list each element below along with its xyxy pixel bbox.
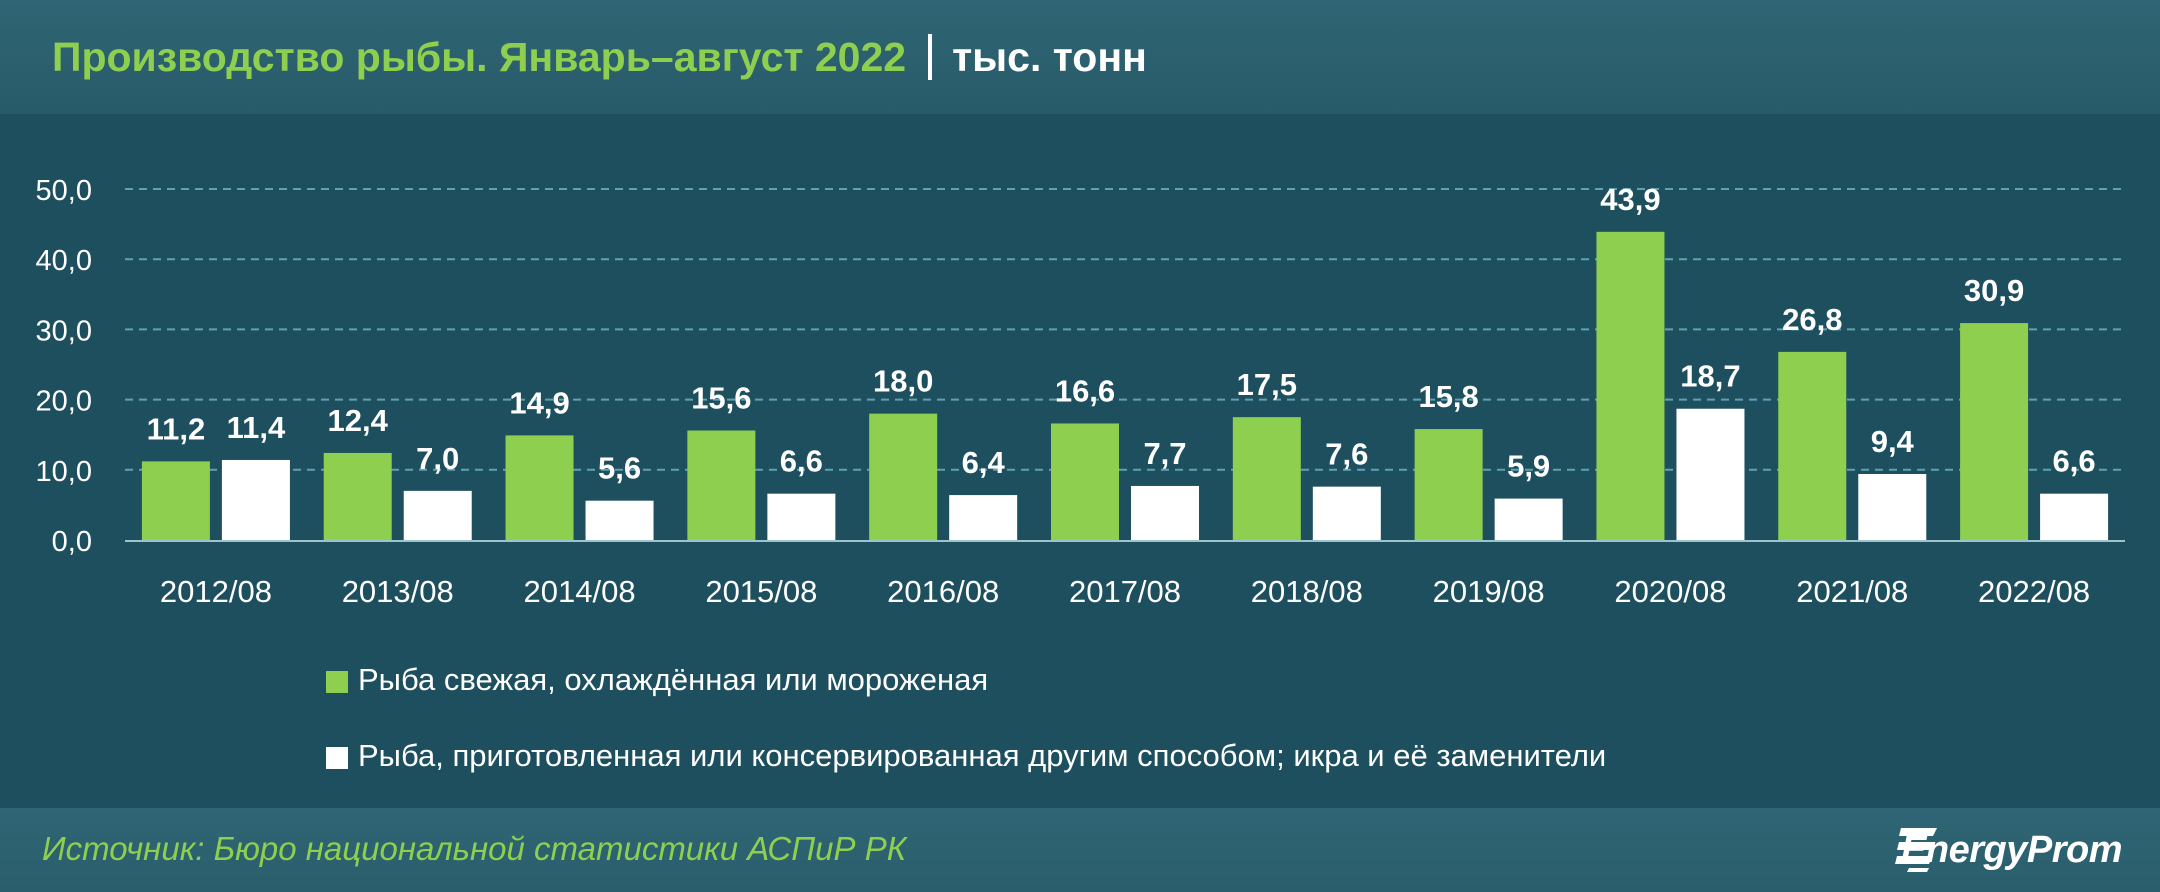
data-label: 30,9 (1964, 273, 2024, 308)
data-label: 5,9 (1507, 449, 1550, 484)
chart-title: Производство рыбы. Январь–август 2022 (52, 33, 907, 80)
x-tick-label: 2015/08 (705, 574, 817, 609)
bar-fresh (1960, 323, 2029, 540)
data-label: 7,7 (1143, 436, 1186, 471)
x-tick-label: 2016/08 (887, 574, 999, 609)
bar-prepared (2040, 493, 2109, 540)
legend-swatch-prepared (326, 747, 348, 769)
y-tick-label: 10,0 (36, 456, 92, 488)
data-label: 43,9 (1600, 182, 1660, 217)
chart-unit: тыс. тонн (952, 33, 1147, 80)
data-label: 12,4 (328, 403, 389, 438)
data-label: 9,4 (1871, 424, 1915, 459)
data-label: 6,6 (2053, 444, 2096, 479)
y-tick-label: 20,0 (36, 386, 92, 418)
data-label: 6,6 (780, 444, 823, 479)
bar-fresh (869, 413, 938, 540)
bar-fresh (141, 461, 210, 540)
data-label: 18,7 (1680, 359, 1740, 394)
data-label: 17,5 (1237, 367, 1297, 402)
bar-prepared (1858, 474, 1927, 540)
bar-fresh (1232, 417, 1301, 540)
brand-logo: EnergyProm (1893, 822, 2122, 878)
legend-label-prepared: Рыба, приготовленная или консервированна… (358, 738, 1607, 773)
bar-fresh (1414, 429, 1483, 540)
data-label: 7,6 (1325, 437, 1368, 472)
bar-fresh (323, 452, 392, 540)
bar-prepared (1494, 498, 1563, 540)
data-label: 11,4 (227, 410, 286, 445)
bar-fresh (1051, 423, 1119, 540)
bar-prepared (1676, 408, 1745, 540)
x-tick-label: 2021/08 (1796, 574, 1908, 609)
chart-header: Производство рыбы. Январь–август 2022 ты… (0, 0, 2160, 114)
data-label: 15,8 (1418, 379, 1478, 414)
chart-footer: Источник: Бюро национальной статистики А… (0, 808, 2160, 892)
title-separator (928, 34, 933, 80)
x-tick-label: 2022/08 (1978, 574, 2090, 609)
data-label: 16,6 (1055, 373, 1115, 408)
bar-prepared (403, 490, 472, 540)
x-tick-label: 2018/08 (1251, 574, 1363, 609)
y-tick-label: 30,0 (36, 315, 92, 347)
data-label: 26,8 (1782, 302, 1842, 337)
data-label: 11,2 (147, 411, 206, 446)
data-label: 5,6 (598, 451, 641, 486)
x-tick-label: 2017/08 (1069, 574, 1181, 609)
energyprom-logo-icon (1895, 828, 1938, 872)
x-tick-label: 2020/08 (1614, 574, 1726, 609)
bar-chart: 0,0 10,0 20,0 30,0 40,0 50,0 11,2 11,4 2012/08 12… (36, 175, 2125, 609)
bar-prepared (767, 493, 836, 540)
logo-text: EnergyProm (1901, 828, 2122, 871)
bar-fresh (1596, 231, 1665, 540)
legend-swatch-fresh (326, 671, 348, 693)
plot-area: 0,0 10,0 20,0 30,0 40,0 50,0 11,2 11,4 2012/08 12… (0, 114, 2160, 808)
data-label: 7,0 (416, 441, 459, 476)
data-label: 14,9 (509, 385, 569, 420)
y-tick-label: 0,0 (52, 526, 92, 558)
x-tick-label: 2019/08 (1433, 574, 1545, 609)
bar-prepared (221, 459, 290, 540)
data-label: 18,0 (873, 364, 933, 399)
y-tick-label: 40,0 (36, 245, 92, 277)
source-note: Источник: Бюро национальной статистики А… (42, 830, 907, 867)
data-label: 6,4 (962, 445, 1006, 480)
bar-fresh (1778, 351, 1847, 540)
legend-label-fresh: Рыба свежая, охлаждённая или мороженая (358, 662, 989, 697)
bar-prepared (1312, 486, 1381, 540)
x-tick-label: 2014/08 (524, 574, 636, 609)
x-tick-label: 2013/08 (342, 574, 454, 609)
bar-prepared (1131, 485, 1199, 540)
bar-fresh (505, 435, 574, 540)
bar-fresh (687, 430, 756, 540)
x-tick-label: 2012/08 (160, 574, 272, 609)
data-label: 15,6 (691, 380, 751, 415)
bar-prepared (585, 500, 654, 540)
y-tick-label: 50,0 (36, 175, 92, 207)
bar-prepared (949, 495, 1018, 540)
